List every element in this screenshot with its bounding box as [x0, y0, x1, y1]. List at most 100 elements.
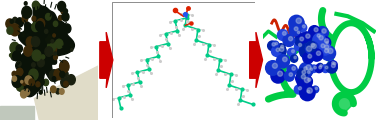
Circle shape [48, 44, 57, 54]
Circle shape [24, 46, 32, 56]
Circle shape [45, 29, 48, 33]
Circle shape [283, 57, 287, 62]
Polygon shape [0, 106, 34, 120]
Circle shape [54, 52, 56, 55]
Circle shape [32, 50, 41, 61]
Circle shape [288, 48, 296, 57]
Circle shape [316, 42, 327, 53]
Circle shape [320, 65, 322, 67]
Circle shape [54, 69, 63, 80]
Circle shape [10, 19, 13, 23]
Circle shape [294, 42, 303, 51]
Circle shape [288, 37, 293, 41]
Circle shape [36, 21, 43, 31]
Circle shape [56, 39, 63, 48]
Circle shape [39, 90, 42, 94]
Circle shape [283, 35, 295, 46]
Circle shape [16, 18, 23, 27]
Circle shape [62, 12, 69, 21]
Circle shape [26, 13, 29, 17]
Circle shape [24, 2, 27, 5]
Circle shape [307, 67, 314, 74]
Circle shape [16, 45, 22, 52]
Circle shape [51, 86, 56, 93]
Circle shape [32, 22, 39, 32]
Circle shape [322, 29, 326, 33]
Circle shape [297, 75, 312, 90]
Circle shape [333, 62, 336, 65]
Circle shape [53, 34, 55, 37]
Circle shape [6, 19, 14, 29]
Circle shape [61, 77, 69, 87]
Circle shape [295, 35, 305, 46]
Circle shape [289, 73, 293, 76]
Circle shape [315, 64, 323, 73]
Circle shape [301, 75, 305, 79]
Circle shape [304, 77, 312, 86]
Circle shape [307, 46, 312, 51]
Circle shape [287, 65, 297, 75]
Circle shape [10, 42, 19, 54]
Circle shape [17, 61, 21, 66]
Circle shape [289, 25, 300, 36]
Circle shape [284, 71, 294, 81]
Circle shape [51, 40, 54, 43]
Circle shape [304, 89, 311, 96]
Circle shape [37, 59, 44, 67]
Circle shape [294, 56, 296, 59]
Circle shape [311, 43, 314, 47]
Circle shape [13, 17, 17, 23]
Circle shape [36, 82, 40, 87]
Circle shape [319, 66, 322, 69]
Circle shape [277, 30, 288, 40]
Circle shape [12, 51, 21, 61]
Circle shape [22, 6, 32, 18]
Circle shape [266, 61, 280, 75]
Circle shape [299, 87, 302, 90]
Circle shape [294, 27, 298, 31]
Circle shape [64, 81, 68, 87]
Circle shape [276, 48, 280, 52]
Circle shape [315, 87, 318, 90]
Circle shape [9, 54, 12, 57]
Circle shape [319, 43, 331, 55]
Circle shape [291, 50, 294, 53]
Circle shape [14, 78, 17, 82]
Circle shape [328, 48, 333, 54]
FancyArrow shape [100, 32, 113, 88]
Circle shape [311, 49, 323, 61]
Circle shape [324, 45, 329, 49]
Circle shape [314, 66, 316, 69]
Circle shape [323, 40, 330, 47]
Circle shape [328, 60, 336, 68]
Circle shape [325, 66, 328, 69]
Circle shape [302, 70, 306, 74]
Circle shape [299, 65, 309, 75]
Circle shape [304, 77, 310, 83]
Circle shape [33, 1, 39, 9]
Circle shape [296, 72, 308, 85]
Circle shape [314, 28, 318, 32]
Circle shape [65, 41, 68, 45]
Circle shape [310, 68, 313, 70]
Circle shape [307, 88, 312, 93]
Circle shape [292, 67, 296, 70]
Circle shape [45, 35, 52, 43]
Circle shape [306, 42, 316, 52]
Circle shape [317, 63, 324, 70]
Circle shape [281, 45, 284, 48]
Circle shape [49, 70, 59, 81]
Circle shape [64, 24, 71, 33]
Circle shape [60, 60, 68, 70]
Circle shape [278, 71, 283, 76]
Polygon shape [335, 95, 353, 113]
Circle shape [276, 55, 290, 68]
Circle shape [28, 79, 33, 85]
Circle shape [26, 37, 34, 47]
Circle shape [12, 76, 17, 81]
Circle shape [45, 47, 53, 56]
Circle shape [297, 69, 307, 79]
Circle shape [297, 31, 300, 34]
Circle shape [300, 32, 312, 44]
Circle shape [313, 33, 325, 46]
